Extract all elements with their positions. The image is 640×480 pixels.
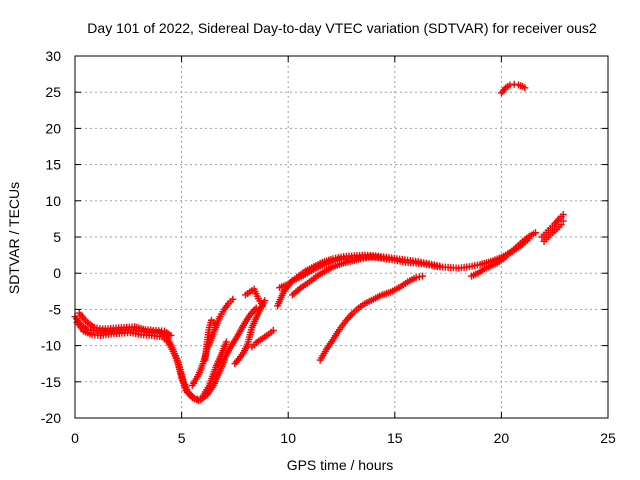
chart-title: Day 101 of 2022, Sidereal Day-to-day VTE… <box>87 20 597 36</box>
x-tick-label: 5 <box>178 430 186 446</box>
y-tick-label: 5 <box>53 229 61 245</box>
y-tick-label: -15 <box>41 374 61 390</box>
y-tick-label: -20 <box>41 410 61 426</box>
y-tick-label: 10 <box>45 193 61 209</box>
x-axis-label: GPS time / hours <box>287 457 394 473</box>
series-track-9 <box>248 326 277 351</box>
data-point <box>559 211 567 219</box>
data-point <box>212 324 220 331</box>
series-track-13 <box>316 272 427 364</box>
grid <box>75 56 608 418</box>
data-point <box>436 262 444 270</box>
data-point <box>506 81 514 89</box>
x-tick-label: 15 <box>387 430 403 446</box>
x-tick-label: 25 <box>600 430 616 446</box>
data-point <box>229 295 237 303</box>
series-track-12 <box>288 253 390 299</box>
x-tick-label: 20 <box>494 430 510 446</box>
data-series <box>71 80 567 405</box>
series-track-14 <box>468 229 540 280</box>
data-point <box>167 331 175 339</box>
data-point <box>521 84 529 92</box>
series-track-11 <box>276 251 444 292</box>
series-track-17 <box>540 217 567 245</box>
x-tick-label: 10 <box>280 430 296 446</box>
y-tick-label: 15 <box>45 157 61 173</box>
series-track-15 <box>497 80 529 97</box>
series-track-6 <box>220 304 260 363</box>
series-track-2 <box>73 318 230 405</box>
series-track-8 <box>242 285 267 310</box>
data-point <box>269 326 277 334</box>
y-tick-label: 20 <box>45 120 61 136</box>
data-point <box>557 221 565 229</box>
y-axis-label: SDTVAR / TECUs <box>6 182 22 294</box>
data-point <box>222 338 230 346</box>
y-tick-label: -10 <box>41 338 61 354</box>
data-point <box>259 302 267 310</box>
data-point <box>382 254 390 262</box>
data-point <box>510 80 518 88</box>
series-track-5 <box>201 316 220 364</box>
data-point <box>412 274 420 282</box>
axis-ticks: 0 5 10 15 20 25 -20 -15 -10 -5 0 5 10 15 20 25 30 <box>41 48 616 446</box>
x-tick-label: 0 <box>71 430 79 446</box>
y-tick-label: 25 <box>45 84 61 100</box>
data-point <box>532 229 540 237</box>
y-tick-label: -5 <box>49 301 62 317</box>
y-tick-label: 30 <box>45 48 61 64</box>
data-point <box>559 217 567 225</box>
series-track-3 <box>75 309 175 339</box>
series-track-16 <box>538 211 567 241</box>
data-point <box>419 272 427 280</box>
data-point <box>415 273 423 281</box>
series-track-10 <box>274 234 533 310</box>
y-tick-label: 0 <box>53 265 61 281</box>
